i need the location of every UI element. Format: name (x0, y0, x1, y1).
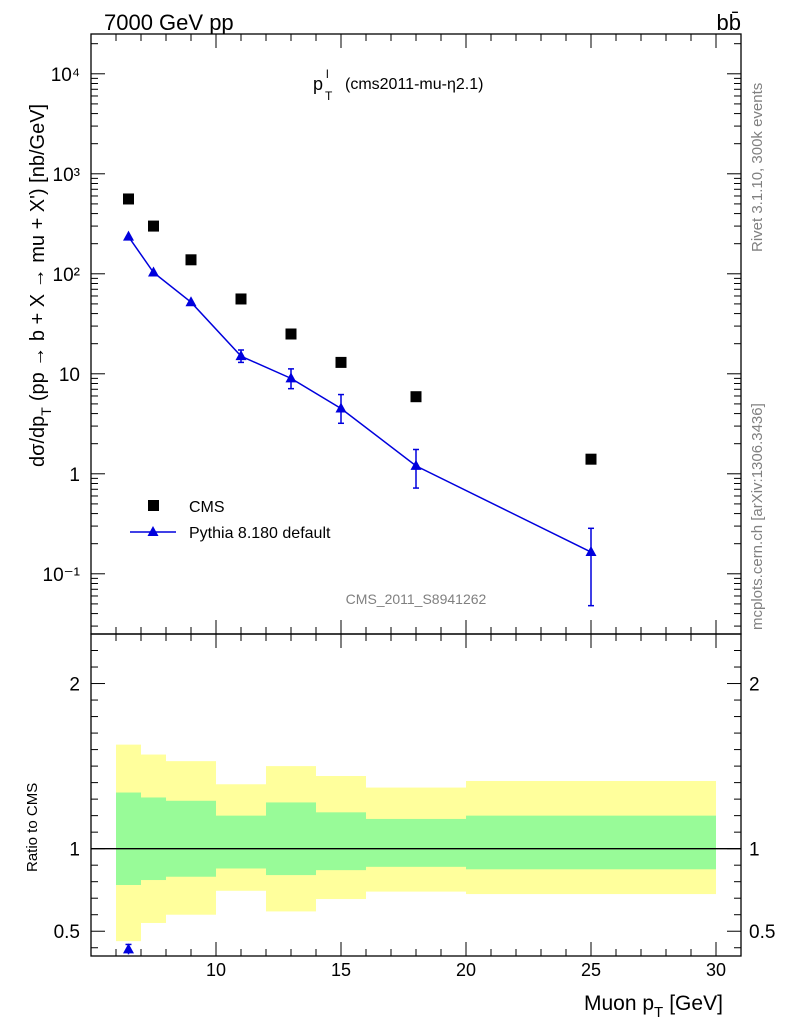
svg-text:Muon pT[GeV]: Muon pT [GeV] (584, 992, 723, 1021)
mcplots-label: mcplots.cern.ch [arXiv:1306.3436] (749, 403, 766, 630)
y-label-prefix: dσ/dp (27, 416, 49, 467)
legend-pythia-marker (147, 526, 159, 536)
cms-point (285, 328, 297, 340)
pythia-point (410, 459, 422, 470)
y-tick-label: 10⁴ (51, 65, 80, 86)
svg-text:dσ/dpT(pp → b + X → mu + X') [: dσ/dpT (pp → b + X → mu + X') [nb/GeV] (27, 104, 54, 467)
ratio-band-1sigma (316, 812, 366, 871)
analysis-id: CMS_2011_S8941262 (346, 591, 487, 607)
title-symbol-sub: T (325, 89, 333, 103)
main-plot: 10⁻¹ 1 10 10² 10³ 10⁴ (43, 33, 742, 648)
pythia-point (185, 296, 197, 307)
y-tick-label: 10 (59, 365, 80, 386)
ratio-band-1sigma (141, 797, 166, 881)
y-tick-label: 10³ (53, 165, 80, 186)
energy-label: 7000 GeV pp (104, 10, 234, 35)
x-label-prefix: Muon p (584, 992, 654, 1015)
pythia-point (585, 546, 597, 557)
ratio-y-tick-label-right: 2 (749, 675, 760, 696)
title-text: (cms2011-mu-η2.1) (345, 76, 483, 93)
pythia-line (127, 236, 592, 553)
y-label-suffix: (pp → b + X → mu + X') [nb/GeV] (27, 104, 49, 401)
title-symbol-base: p (313, 74, 323, 94)
cms-point (123, 193, 134, 205)
ratio-y-tick-label-right: 0.5 (749, 922, 775, 943)
plot-title: p l T (cms2011-mu-η2.1) (313, 67, 483, 103)
x-axis-label: Muon pT [GeV] (584, 992, 723, 1021)
process-label: bb̄ (717, 10, 741, 35)
ratio-y-label: Ratio to CMS (24, 783, 41, 872)
ratio-point (123, 943, 134, 954)
ratio-band-1sigma (216, 815, 266, 869)
legend-cms-marker (148, 500, 159, 511)
x-tick-label: 20 (456, 960, 476, 980)
ratio-band-1sigma (116, 792, 141, 885)
cms-point (148, 220, 159, 232)
main-frame (90, 33, 742, 635)
cms-point (410, 391, 422, 403)
ratio-y-tick-label-left: 0.5 (54, 922, 80, 943)
y-tick-label: 10⁻¹ (43, 565, 81, 586)
ratio-y-tick-label-left: 2 (69, 675, 80, 696)
pythia-point (235, 350, 247, 361)
x-tick-label: 10 (206, 960, 226, 980)
ratio-band-1sigma (166, 800, 216, 877)
pythia-point (335, 402, 347, 413)
pythia-point (123, 230, 134, 241)
ratio-plot: 10 15 20 25 30 0.5 0.5 1 1 2 2 (54, 633, 775, 980)
ratio-band-1sigma (366, 818, 466, 867)
y-label-sub: T (38, 407, 54, 416)
cms-point (235, 293, 247, 305)
cms-point (185, 254, 197, 266)
ratio-y-tick-label-left: 1 (69, 840, 80, 861)
legend-pythia-label: Pythia 8.180 default (189, 525, 331, 542)
ratio-band-1sigma (266, 802, 316, 876)
rivet-label: Rivet 3.1.10, 300k events (749, 83, 766, 252)
ratio-y-tick-label-right: 1 (749, 840, 760, 861)
title-symbol-sup: l (326, 67, 329, 81)
x-label-sub: T (654, 1004, 663, 1021)
legend-cms-label: CMS (189, 499, 225, 516)
x-tick-label: 30 (706, 960, 726, 980)
y-tick-label: 1 (69, 465, 80, 486)
ratio-band-1sigma (466, 815, 716, 870)
pythia-point (285, 372, 297, 383)
y-tick-label: 10² (53, 265, 80, 286)
x-tick-label: 15 (331, 960, 351, 980)
cms-point (335, 356, 347, 368)
x-tick-label: 25 (581, 960, 601, 980)
cms-point (585, 453, 597, 465)
legend: CMS Pythia 8.180 default (130, 499, 331, 542)
y-axis-label: dσ/dpT (pp → b + X → mu + X') [nb/GeV] (27, 104, 54, 467)
pythia-point (148, 266, 159, 277)
x-label-suffix: [GeV] (669, 992, 723, 1015)
